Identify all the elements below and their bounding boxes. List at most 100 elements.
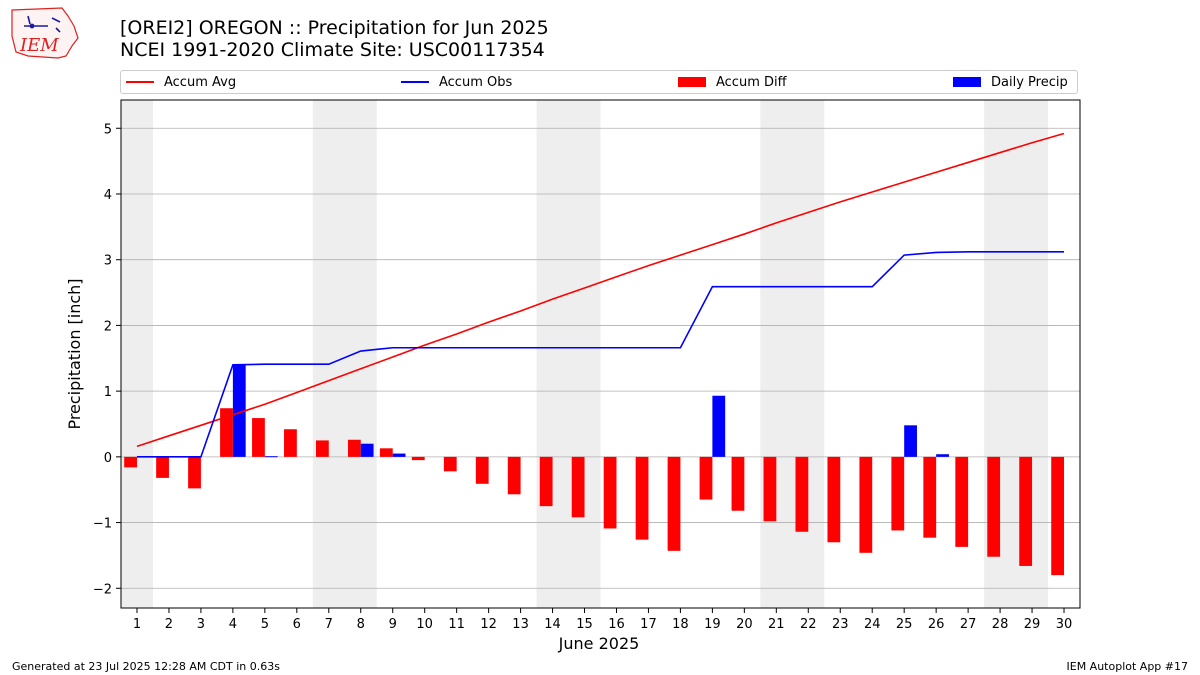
bars bbox=[124, 364, 1065, 576]
bar-accum-diff-22 bbox=[795, 456, 809, 532]
bar-accum-diff-3 bbox=[188, 456, 201, 489]
xtick-label-19: 19 bbox=[704, 617, 721, 632]
xtick-label-10: 10 bbox=[416, 617, 433, 632]
iem-logo: IEM bbox=[11, 7, 79, 59]
bar-accum-diff-25 bbox=[891, 456, 905, 531]
bar-daily-precip-25 bbox=[904, 425, 917, 457]
xtick-label-25: 25 bbox=[896, 617, 913, 632]
bar-accum-diff-28 bbox=[987, 456, 1001, 557]
legend-item-accum-avg: Accum Avg bbox=[126, 71, 236, 93]
xtick-label-23: 23 bbox=[832, 617, 849, 632]
bar-accum-diff-18 bbox=[667, 456, 681, 551]
bar-accum-diff-6 bbox=[284, 429, 297, 457]
bar-daily-precip-8 bbox=[360, 443, 374, 457]
legend-swatch-daily-precip bbox=[953, 77, 981, 87]
bar-accum-diff-9 bbox=[379, 448, 393, 457]
bar-accum-diff-21 bbox=[763, 456, 777, 522]
plot-frame bbox=[120, 99, 1081, 609]
bar-accum-diff-4 bbox=[220, 408, 233, 457]
weekend-shading bbox=[121, 100, 1049, 608]
ytick-label-2: 0 bbox=[104, 451, 112, 466]
xtick-label-22: 22 bbox=[800, 617, 817, 632]
title-line-2: NCEI 1991-2020 Climate Site: USC00117354 bbox=[120, 39, 545, 61]
bar-accum-diff-8 bbox=[347, 439, 361, 457]
bar-accum-diff-26 bbox=[923, 456, 937, 538]
grid-lines bbox=[121, 127, 1080, 589]
logo-text: IEM bbox=[19, 35, 59, 56]
ytick-label-5: 3 bbox=[104, 254, 112, 269]
legend-swatch-accum-diff bbox=[678, 77, 706, 87]
legend-label-accum-avg: Accum Avg bbox=[164, 74, 237, 90]
x-axis-label: June 2025 bbox=[558, 634, 640, 653]
xtick-label-27: 27 bbox=[960, 617, 977, 632]
xtick-label-17: 17 bbox=[640, 617, 657, 632]
bar-accum-diff-29 bbox=[1019, 456, 1033, 566]
xtick-label-2: 2 bbox=[165, 617, 173, 632]
bar-accum-diff-17 bbox=[635, 456, 649, 540]
bar-accum-diff-15 bbox=[571, 456, 585, 518]
ytick-label-7: 5 bbox=[104, 122, 112, 137]
bar-accum-diff-30 bbox=[1051, 456, 1065, 576]
line-accum-obs bbox=[136, 251, 1065, 458]
xtick-label-1: 1 bbox=[133, 617, 141, 632]
title-line-1: [OREI2] OREGON :: Precipitation for Jun … bbox=[120, 17, 549, 39]
bar-accum-diff-7 bbox=[315, 440, 329, 457]
xtick-label-5: 5 bbox=[261, 617, 269, 632]
xtick-label-9: 9 bbox=[389, 617, 397, 632]
xtick-label-30: 30 bbox=[1056, 617, 1073, 632]
xtick-label-20: 20 bbox=[736, 617, 753, 632]
xtick-label-26: 26 bbox=[928, 617, 945, 632]
xtick-label-12: 12 bbox=[480, 617, 497, 632]
ytick-label-4: 2 bbox=[104, 319, 112, 334]
legend-item-daily-precip: Daily Precip bbox=[953, 71, 1068, 93]
bar-accum-diff-10 bbox=[411, 456, 425, 461]
ytick-label-3: 1 bbox=[104, 385, 112, 400]
xtick-label-28: 28 bbox=[992, 617, 1009, 632]
legend-label-accum-obs: Accum Obs bbox=[439, 74, 513, 90]
bar-accum-diff-2 bbox=[156, 456, 169, 478]
xtick-label-16: 16 bbox=[608, 617, 625, 632]
bar-accum-diff-14 bbox=[539, 456, 553, 507]
bar-accum-diff-5 bbox=[252, 418, 265, 457]
ytick-label-1: −1 bbox=[93, 517, 112, 532]
bar-daily-precip-5 bbox=[264, 456, 278, 458]
legend-label-accum-diff: Accum Diff bbox=[716, 74, 787, 90]
weekend-band-0 bbox=[121, 100, 153, 608]
ytick-label-0: −2 bbox=[93, 582, 112, 597]
xtick-label-14: 14 bbox=[544, 617, 561, 632]
line-accum-avg bbox=[136, 132, 1065, 448]
legend-item-accum-diff: Accum Diff bbox=[678, 71, 787, 93]
bar-accum-diff-13 bbox=[507, 456, 521, 495]
xtick-label-3: 3 bbox=[197, 617, 205, 632]
bar-accum-diff-1 bbox=[124, 456, 137, 468]
footer-generated: Generated at 23 Jul 2025 12:28 AM CDT in… bbox=[12, 660, 280, 673]
bar-accum-diff-24 bbox=[859, 456, 873, 553]
xtick-label-21: 21 bbox=[768, 617, 785, 632]
bar-accum-diff-23 bbox=[827, 456, 841, 543]
legend-swatch-accum-avg bbox=[126, 81, 154, 83]
bar-accum-diff-27 bbox=[955, 456, 969, 547]
xtick-label-6: 6 bbox=[293, 617, 301, 632]
y-axis-label: Precipitation [inch] bbox=[65, 278, 84, 429]
xtick-label-15: 15 bbox=[576, 617, 593, 632]
xtick-label-11: 11 bbox=[448, 617, 465, 632]
xtick-label-29: 29 bbox=[1024, 617, 1041, 632]
bar-daily-precip-4 bbox=[232, 364, 246, 457]
bar-accum-diff-20 bbox=[731, 456, 745, 511]
weekend-band-3 bbox=[760, 100, 825, 608]
bar-accum-diff-19 bbox=[699, 456, 713, 500]
bar-accum-diff-12 bbox=[475, 456, 489, 484]
legend-swatch-accum-obs bbox=[401, 81, 429, 83]
xtick-label-24: 24 bbox=[864, 617, 881, 632]
bar-daily-precip-9 bbox=[392, 453, 406, 457]
xtick-label-8: 8 bbox=[357, 617, 365, 632]
bar-daily-precip-19 bbox=[712, 395, 726, 457]
ytick-label-6: 4 bbox=[104, 188, 112, 203]
xtick-label-13: 13 bbox=[512, 617, 529, 632]
xtick-label-7: 7 bbox=[325, 617, 333, 632]
bar-accum-diff-11 bbox=[443, 456, 457, 472]
bar-accum-diff-16 bbox=[603, 456, 617, 529]
legend-label-daily-precip: Daily Precip bbox=[991, 74, 1068, 90]
